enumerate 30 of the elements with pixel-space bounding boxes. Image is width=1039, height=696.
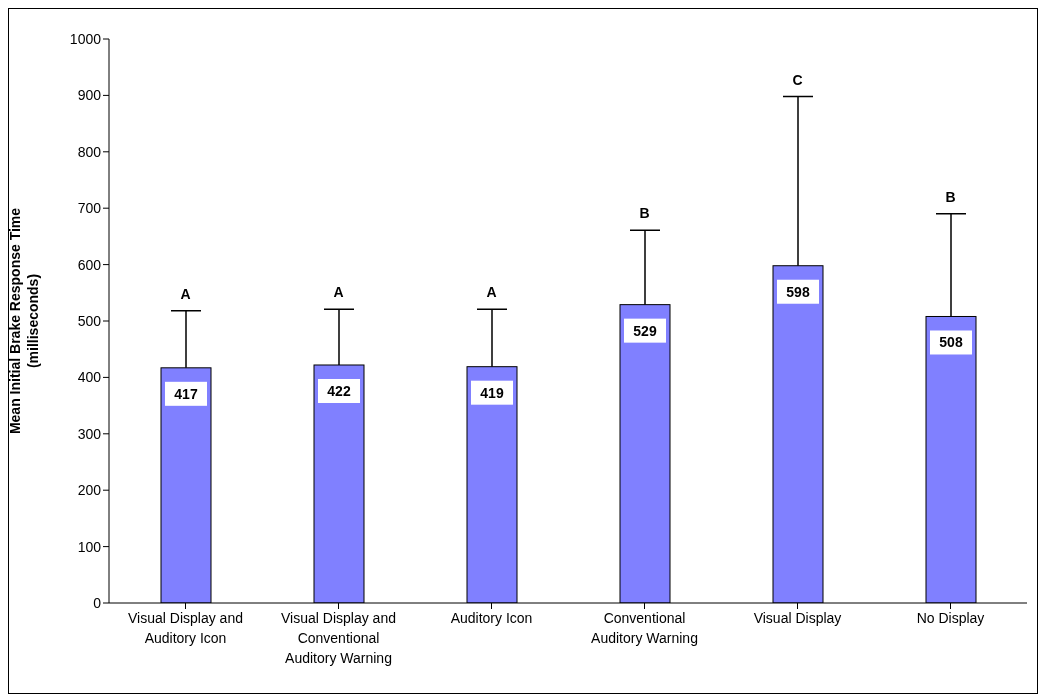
x-tick-label: Auditory Icon (450, 610, 533, 626)
x-tick-label: Conventional Auditory Warning (591, 610, 698, 646)
data-label: 417 (174, 385, 198, 402)
data-label: 598 (786, 283, 810, 300)
y-tick-label: 900 (77, 87, 102, 104)
y-tick-label: 400 (77, 369, 102, 386)
data-label: 422 (327, 382, 351, 399)
x-tick-label: Visual Display (753, 610, 842, 626)
y-axis-title: Mean Initial Brake Response Time (milliseconds) (7, 207, 41, 435)
y-tick-label: 600 (77, 256, 102, 273)
annotation: A (333, 284, 344, 301)
x-tick-label: Visual Display and Conventional Auditory Warning (281, 610, 396, 666)
x-tick-label: No Display (916, 610, 985, 626)
data-label: 419 (480, 384, 504, 401)
annotation: B (945, 188, 956, 205)
y-tick-label: 100 (77, 538, 102, 555)
y-tick-label: 0 (93, 594, 102, 611)
annotation: A (486, 284, 497, 301)
annotation: B (639, 205, 650, 222)
y-tick-label: 200 (77, 482, 102, 499)
y-tick-label: 1000 (69, 30, 102, 47)
y-tick-label: 700 (77, 200, 102, 217)
data-label: 529 (633, 322, 657, 339)
x-tick-label: Visual Display and Auditory Icon (128, 610, 243, 646)
data-label: 508 (939, 334, 963, 351)
y-tick-label: 300 (77, 425, 102, 442)
y-tick-label: 800 (77, 143, 102, 160)
y-tick-label: 500 (77, 312, 102, 329)
annotation: C (792, 71, 803, 88)
annotation: A (180, 285, 191, 302)
